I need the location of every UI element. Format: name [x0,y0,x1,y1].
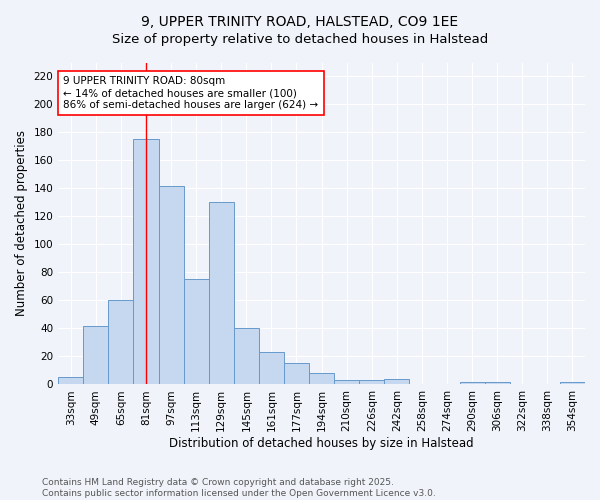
Bar [334,380,359,384]
Bar [184,280,209,384]
Bar [284,364,309,384]
Bar [560,382,585,384]
Text: Contains HM Land Registry data © Crown copyright and database right 2025.
Contai: Contains HM Land Registry data © Crown c… [42,478,436,498]
Bar [158,186,184,384]
X-axis label: Distribution of detached houses by size in Halstead: Distribution of detached houses by size … [169,437,474,450]
Bar [58,378,83,384]
Bar [133,140,158,384]
Y-axis label: Number of detached properties: Number of detached properties [15,130,28,316]
Text: Size of property relative to detached houses in Halstead: Size of property relative to detached ho… [112,32,488,46]
Bar [485,382,510,384]
Bar [234,328,259,384]
Bar [209,202,234,384]
Bar [359,380,385,384]
Text: 9 UPPER TRINITY ROAD: 80sqm
← 14% of detached houses are smaller (100)
86% of se: 9 UPPER TRINITY ROAD: 80sqm ← 14% of det… [63,76,319,110]
Bar [83,326,109,384]
Bar [385,379,409,384]
Bar [109,300,133,384]
Bar [259,352,284,384]
Bar [460,382,485,384]
Bar [309,374,334,384]
Text: 9, UPPER TRINITY ROAD, HALSTEAD, CO9 1EE: 9, UPPER TRINITY ROAD, HALSTEAD, CO9 1EE [142,15,458,29]
